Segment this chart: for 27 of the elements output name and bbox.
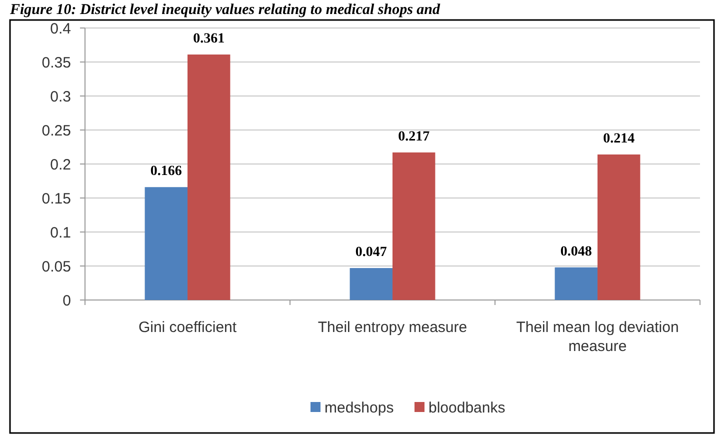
- bar: [598, 154, 640, 300]
- bar: [144, 187, 188, 300]
- legend-label: medshops: [324, 399, 394, 416]
- y-tick-label: 0: [62, 292, 71, 310]
- legend-label: bloodbanks: [428, 399, 506, 416]
- x-tick-label: Gini coefficient: [138, 319, 238, 336]
- data-label: 0.047: [355, 245, 387, 260]
- data-label: 0.214: [603, 131, 635, 146]
- bar: [392, 152, 436, 300]
- chart-title: Figure 10: District level inequity values relating to medical shops and: [9, 2, 440, 18]
- data-label: 0.361: [193, 32, 225, 47]
- x-tick-label: Theil mean log deviation measure: [516, 319, 679, 355]
- bar: [350, 268, 392, 300]
- data-label: 0.048: [560, 244, 592, 260]
- data-label: 0.217: [398, 129, 430, 144]
- y-tick-label: 0.15: [42, 190, 71, 208]
- y-tick-label: 0.05: [42, 258, 71, 276]
- y-tick-label: 0.25: [42, 122, 71, 140]
- y-tick-label: 0.3: [50, 88, 71, 106]
- y-tick-label: 0.4: [50, 20, 71, 38]
- x-tick-label: Theil entropy measure: [318, 319, 468, 336]
- y-tick-label: 0.2: [50, 156, 71, 174]
- y-tick-label: 0.1: [50, 224, 71, 242]
- bar: [188, 54, 230, 300]
- y-tick-label: 0.35: [42, 54, 71, 72]
- data-label: 0.166: [150, 164, 182, 180]
- bar: [554, 267, 598, 300]
